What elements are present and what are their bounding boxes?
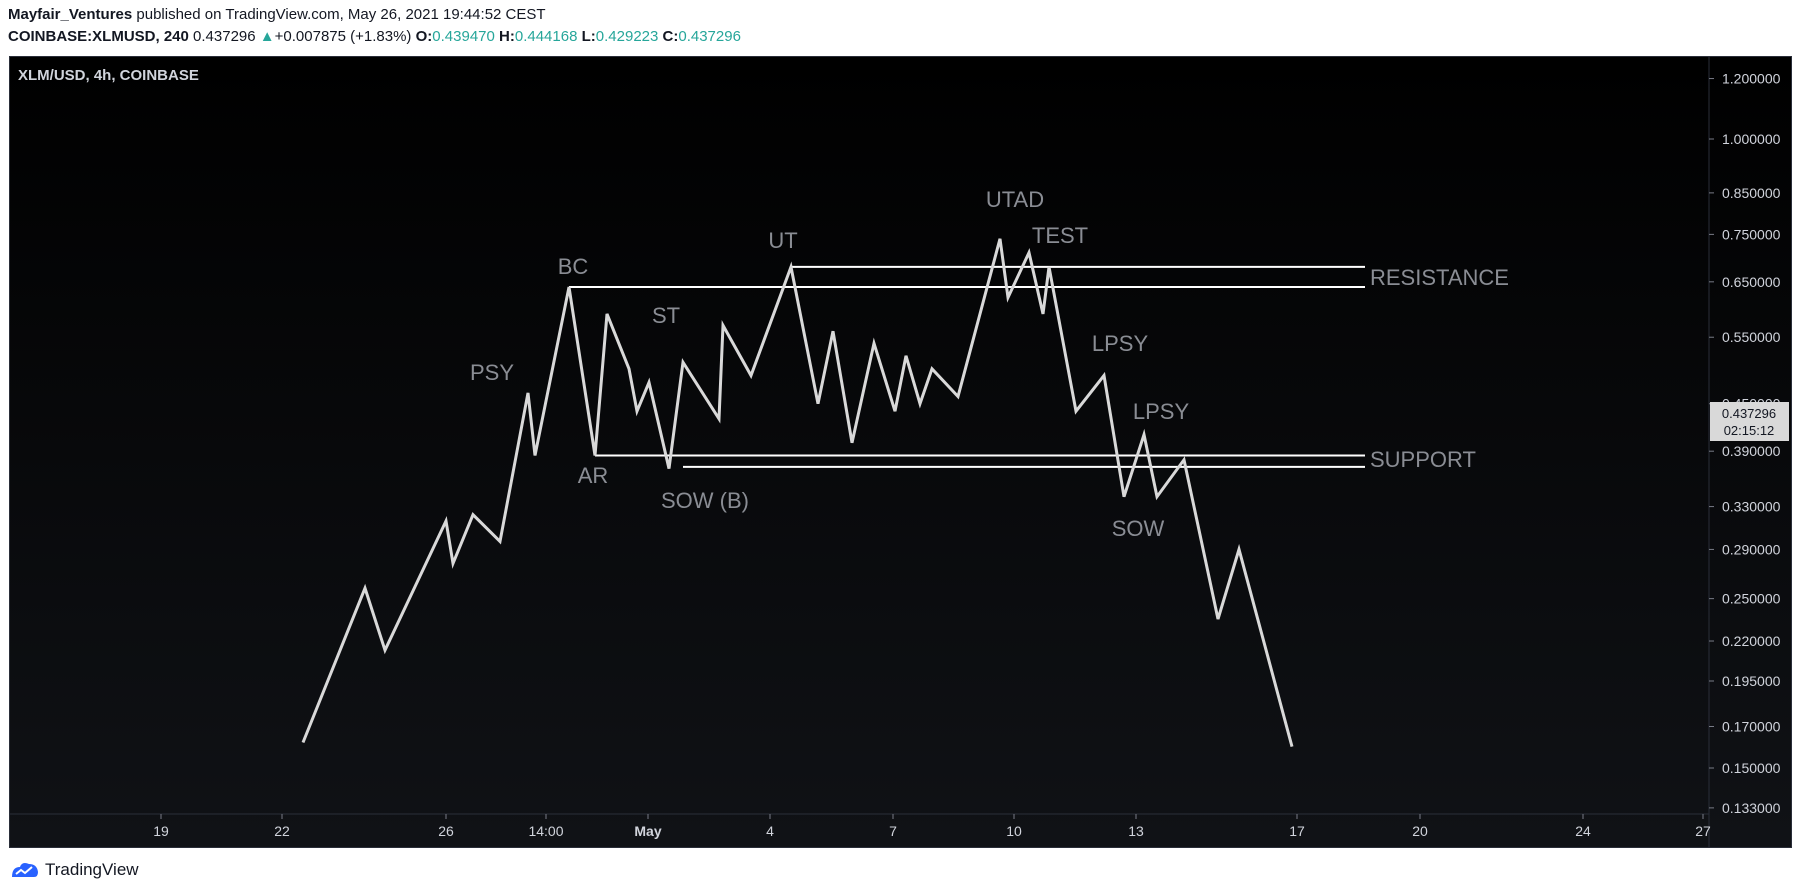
last-price-value: 0.437296 [1722, 406, 1776, 421]
wyckoff-label[interactable]: AR [578, 463, 609, 488]
close-label: C: [662, 28, 679, 45]
published-text: published on TradingView.com, May 26, 20… [132, 6, 546, 23]
price-tick-label: 0.390000 [1722, 443, 1781, 459]
wyckoff-label[interactable]: LPSY [1092, 331, 1149, 356]
tradingview-brand: TradingView [45, 860, 139, 879]
ohlc-legend: COINBASE:XLMUSD, 240 0.437296 ▲+0.007875… [8, 28, 741, 45]
triangle-up-icon: ▲ [259, 28, 275, 45]
time-tick-label: 19 [153, 823, 169, 839]
price-tick-label: 0.850000 [1722, 185, 1781, 201]
wyckoff-label[interactable]: UT [768, 228, 797, 253]
wyckoff-label[interactable]: LPSY [1133, 399, 1190, 424]
time-tick-label: 24 [1575, 823, 1591, 839]
levels-group[interactable] [569, 265, 1365, 468]
time-tick-label: 4 [766, 823, 774, 839]
time-tick-label: 27 [1695, 823, 1711, 839]
chart-pane[interactable] [9, 56, 1792, 848]
price-tick-label: 0.650000 [1722, 274, 1781, 290]
wyckoff-label[interactable]: RESISTANCE [1370, 265, 1509, 290]
open-value: 0.439470 [432, 28, 495, 45]
wyckoff-label[interactable]: BC [558, 254, 589, 279]
price-tick-label: 0.220000 [1722, 633, 1781, 649]
price-tick-label: 0.250000 [1722, 591, 1781, 607]
price-tick-label: 0.330000 [1722, 499, 1781, 515]
price-tick-label: 0.290000 [1722, 541, 1781, 557]
time-tick-label: 14:00 [528, 823, 563, 839]
price-tick-label: 0.170000 [1722, 719, 1781, 735]
tradingview-logo-icon [12, 863, 38, 877]
high-value: 0.444168 [514, 28, 578, 45]
price-axis[interactable]: 1.200000 1.000000 0.850000 0.750000 0.650000… [1709, 71, 1781, 816]
time-tick-label: 26 [438, 823, 454, 839]
time-tick-label: 17 [1289, 823, 1305, 839]
annotations-group[interactable]: PSY BC AR ST SOW (B) UT UTAD TEST LPSY LPSY SOW RES… [470, 187, 1509, 541]
wyckoff-label[interactable]: SOW [1112, 516, 1165, 541]
low-label: L: [581, 28, 596, 45]
time-axis[interactable]: 19 22 26 14:00 May 4 7 10 13 17 20 24 27 [153, 814, 1711, 839]
time-tick-label: 13 [1128, 823, 1144, 839]
author-name[interactable]: Mayfair_Ventures [8, 6, 133, 23]
price-line[interactable] [301, 238, 1294, 747]
price-tick-label: 0.195000 [1722, 673, 1781, 689]
wyckoff-label[interactable]: SOW (B) [661, 488, 749, 513]
last-price-label: 0.437296 02:15:12 [1710, 402, 1789, 441]
time-tick-label: 10 [1006, 823, 1022, 839]
price-tick-label: 0.133000 [1722, 800, 1781, 816]
tradingview-footer[interactable]: TradingView [10, 860, 139, 880]
time-tick-label: 7 [889, 823, 897, 839]
open-label: O: [415, 28, 433, 45]
publish-info: Mayfair_Ventures published on TradingVie… [8, 6, 546, 23]
wyckoff-label[interactable]: ST [652, 303, 680, 328]
wyckoff-label[interactable]: UTAD [986, 187, 1044, 212]
price-tick-label: 0.750000 [1722, 226, 1781, 242]
low-value: 0.429223 [595, 28, 659, 45]
wyckoff-label[interactable]: SUPPORT [1370, 447, 1476, 472]
time-tick-label: 20 [1412, 823, 1428, 839]
last-price: 0.437296 [193, 28, 256, 45]
price-change: +0.007875 (+1.83%) [274, 28, 412, 45]
wyckoff-label[interactable]: PSY [470, 360, 514, 385]
price-tick-label: 0.150000 [1722, 760, 1781, 776]
symbol-name: COINBASE:XLMUSD, 240 [8, 28, 189, 45]
time-tick-label: May [634, 823, 661, 839]
chart-symbol-title: XLM/USD, 4h, COINBASE [18, 67, 199, 84]
high-label: H: [499, 28, 515, 45]
last-price-box [1710, 402, 1789, 441]
countdown-value: 02:15:12 [1724, 423, 1775, 438]
price-tick-label: 0.550000 [1722, 329, 1781, 345]
time-tick-label: 22 [274, 823, 290, 839]
close-value: 0.437296 [678, 28, 741, 45]
price-tick-label: 1.200000 [1722, 71, 1781, 87]
price-tick-label: 1.000000 [1722, 131, 1781, 147]
wyckoff-label[interactable]: TEST [1032, 223, 1088, 248]
